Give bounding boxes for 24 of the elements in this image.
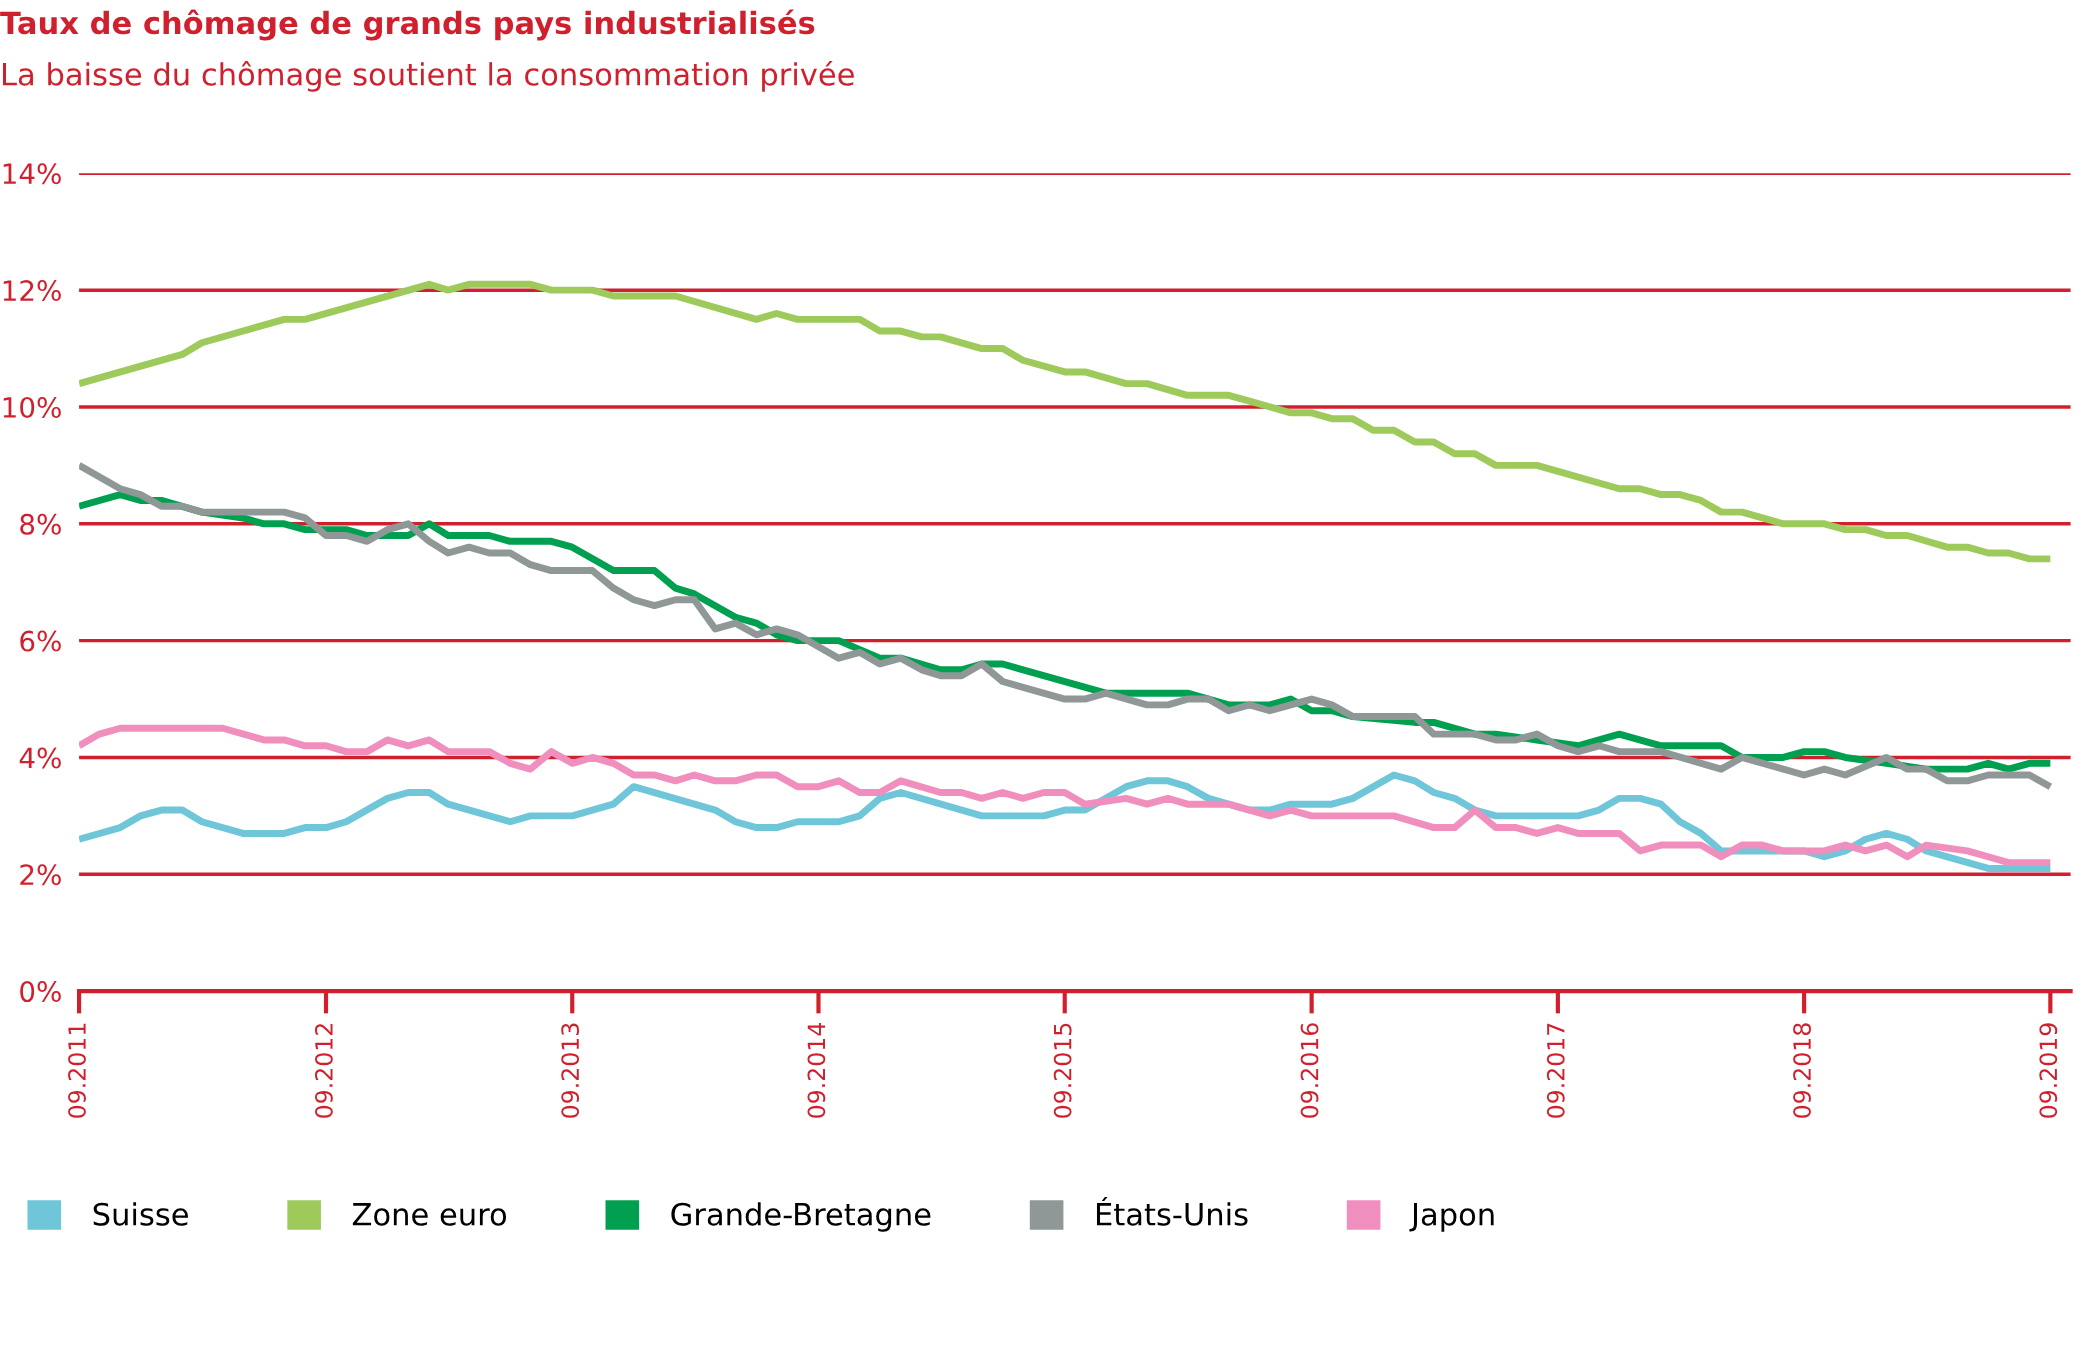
x-tick-label: 09.2012 bbox=[314, 1024, 333, 1118]
y-tick-label: 12% bbox=[3, 280, 61, 302]
y-tick-label: 0% bbox=[20, 981, 61, 1003]
legend-label: Zone euro bbox=[352, 1203, 507, 1226]
legend-label: Japon bbox=[1409, 1203, 1494, 1232]
legend-label: États-Unis bbox=[1096, 1197, 1248, 1226]
y-tick-label: 2% bbox=[20, 864, 61, 886]
y-tick-label: 10% bbox=[3, 396, 61, 418]
x-tick-label: 09.2015 bbox=[1053, 1023, 1072, 1118]
x-tick-label: 09.2018 bbox=[1793, 1023, 1811, 1118]
y-tick-label: 6% bbox=[20, 630, 61, 652]
x-tick-label: 09.2011 bbox=[68, 1023, 86, 1118]
x-tick-label: 09.2016 bbox=[1300, 1023, 1319, 1118]
legend-label: Suisse bbox=[93, 1202, 188, 1226]
chart-subtitle: La baisse du chômage soutient la consommation privée bbox=[3, 60, 854, 92]
y-tick-label: 4% bbox=[19, 747, 61, 769]
x-tick-label: 09.2019 bbox=[2039, 1023, 2058, 1118]
x-tick-label: 09.2017 bbox=[1546, 1023, 1565, 1118]
y-tick-label: 14% bbox=[3, 163, 61, 185]
chart-title: Taux de chômage de grands pays industrialisés bbox=[0, 9, 815, 41]
y-tick-label: 8% bbox=[20, 513, 61, 535]
x-tick-label: 09.2013 bbox=[561, 1023, 580, 1118]
x-tick-label: 09.2014 bbox=[807, 1023, 826, 1118]
legend-label: Grande-Bretagne bbox=[671, 1202, 931, 1232]
